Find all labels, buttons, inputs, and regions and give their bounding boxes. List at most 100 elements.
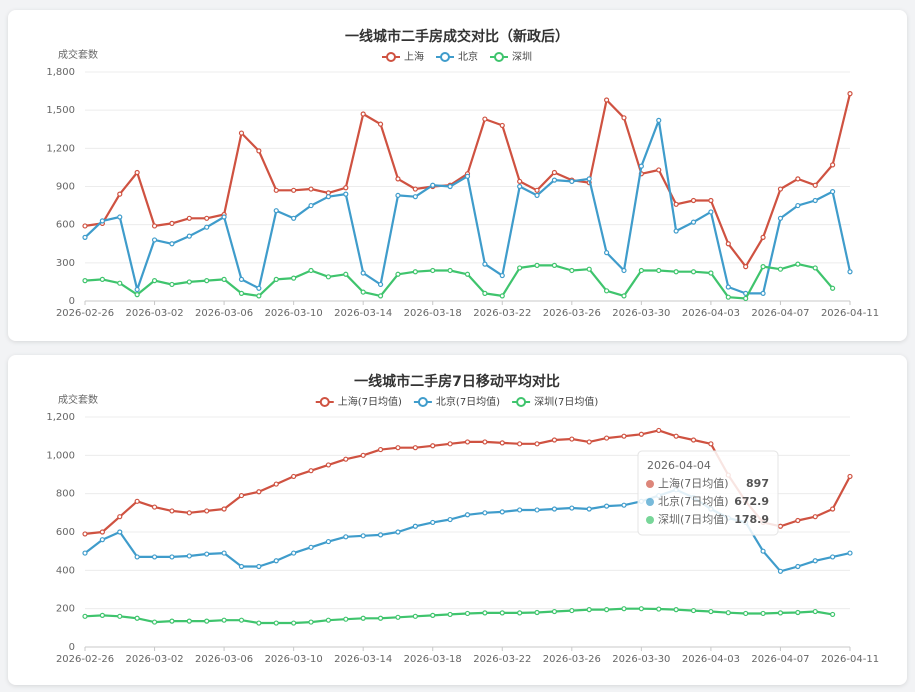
point <box>847 269 853 275</box>
point <box>603 435 610 441</box>
point <box>499 293 505 299</box>
point <box>586 266 592 272</box>
point <box>499 440 505 446</box>
point <box>830 162 836 168</box>
x-tick-label: 2026-04-07 <box>751 308 809 319</box>
point <box>360 111 366 117</box>
point <box>99 218 105 224</box>
point <box>151 554 158 560</box>
point <box>760 290 766 296</box>
point <box>534 441 540 447</box>
point <box>169 618 175 624</box>
tooltip-date: 2026-04-04 <box>647 459 711 472</box>
point <box>586 439 592 445</box>
point <box>412 194 418 200</box>
point <box>273 276 279 282</box>
point <box>256 489 262 495</box>
point <box>777 266 784 272</box>
point <box>395 176 401 182</box>
card <box>8 10 907 341</box>
point <box>603 97 610 103</box>
chart-title: 一线城市二手房7日移动平均对比 <box>354 373 560 390</box>
point <box>517 178 523 185</box>
point <box>291 215 297 221</box>
point <box>795 517 801 524</box>
point <box>377 293 384 299</box>
point <box>99 612 105 618</box>
y-tick-label: 1,200 <box>46 412 75 423</box>
point <box>273 208 279 214</box>
point <box>638 431 644 437</box>
legend-label: 深圳 <box>512 51 532 63</box>
point <box>291 473 297 480</box>
point <box>273 481 279 487</box>
point <box>273 620 279 626</box>
point <box>830 285 836 291</box>
point <box>221 550 227 556</box>
point <box>830 188 836 195</box>
point <box>708 441 714 447</box>
point <box>134 169 140 176</box>
point <box>569 178 575 185</box>
x-tick-label: 2026-02-26 <box>56 308 114 319</box>
point <box>412 613 418 619</box>
point <box>690 197 697 204</box>
point <box>447 267 453 274</box>
point <box>499 509 505 515</box>
legend: 上海(7日均值) 北京(7日均值) 深圳(7日均值) <box>315 395 598 408</box>
y-tick-label: 600 <box>56 527 75 538</box>
point <box>534 187 540 193</box>
point <box>482 116 488 122</box>
point <box>117 214 123 220</box>
point <box>743 610 749 617</box>
point <box>464 512 471 518</box>
point <box>795 609 801 616</box>
x-tick-label: 2026-03-18 <box>404 654 462 665</box>
point <box>117 514 123 520</box>
point <box>482 510 488 516</box>
point <box>690 437 697 443</box>
y-tick-label: 900 <box>56 182 75 193</box>
point <box>656 117 662 123</box>
x-tick-label: 2026-03-30 <box>612 308 670 319</box>
point <box>708 270 714 276</box>
point <box>638 163 644 169</box>
point <box>621 606 627 612</box>
point <box>690 269 697 275</box>
legend-label: 深圳(7日均值) <box>534 395 598 408</box>
point <box>221 276 227 282</box>
point <box>812 265 818 271</box>
x-tick-label: 2026-03-30 <box>612 654 670 665</box>
point <box>169 241 175 247</box>
point <box>291 620 297 626</box>
point <box>725 284 731 290</box>
legend-label: 上海(7日均值) <box>338 395 402 408</box>
point <box>777 523 784 529</box>
point <box>464 610 471 617</box>
x-tick-label: 2026-03-22 <box>473 654 531 665</box>
point <box>656 606 662 612</box>
series-line <box>84 607 833 625</box>
point <box>743 264 749 270</box>
point <box>151 278 158 284</box>
point <box>830 506 836 512</box>
point <box>482 261 488 267</box>
point <box>186 233 192 239</box>
point <box>777 215 784 221</box>
point <box>412 186 418 192</box>
point <box>377 615 384 621</box>
point <box>760 234 766 240</box>
x-tick-label: 2026-03-02 <box>125 654 183 665</box>
point <box>603 503 610 509</box>
point <box>186 279 192 285</box>
legend-marker <box>494 52 504 62</box>
point <box>708 209 714 215</box>
point <box>169 508 175 514</box>
x-tick-label: 2026-03-06 <box>195 654 253 665</box>
point <box>499 122 505 129</box>
point <box>221 214 227 220</box>
point <box>673 433 679 439</box>
x-tick-label: 2026-03-06 <box>195 308 253 319</box>
point <box>812 558 818 564</box>
point <box>569 505 575 511</box>
